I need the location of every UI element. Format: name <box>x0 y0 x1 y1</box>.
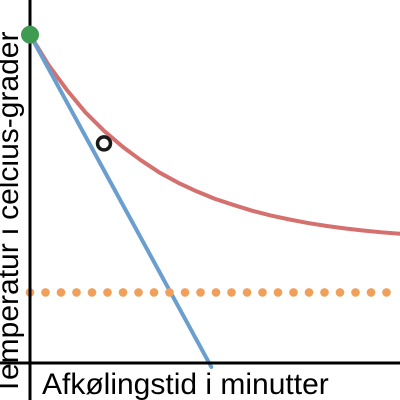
dotted-line-dot <box>211 288 221 297</box>
dotted-line-dot <box>320 288 329 297</box>
dotted-line-dot <box>103 288 112 297</box>
dotted-line-dot <box>242 288 252 297</box>
dotted-line-dot <box>118 288 128 297</box>
dotted-line-dot <box>258 288 267 297</box>
chart-points <box>21 25 113 152</box>
dotted-line-dot <box>72 288 81 297</box>
dotted-line-dot <box>180 288 190 297</box>
hollow-point <box>95 135 113 152</box>
dotted-line-dot <box>273 288 283 297</box>
dotted-line-dot <box>382 288 391 297</box>
dotted-line-dot <box>351 288 360 297</box>
dotted-line-dot <box>289 288 298 297</box>
dotted-line-dot <box>87 288 97 297</box>
x-axis-label: Afkølingstid i minutter <box>42 368 329 400</box>
dotted-line-dot <box>335 288 345 297</box>
tangent-line <box>28 32 214 369</box>
dotted-line-dot <box>304 288 314 297</box>
dotted-line-dot <box>149 288 159 297</box>
cooling-curve <box>28 32 400 236</box>
dotted-line-dot <box>366 288 376 297</box>
dotted-line-dot <box>196 288 205 297</box>
chart-marks <box>25 32 400 369</box>
dotted-line-dot <box>56 288 66 297</box>
start-point <box>21 25 39 44</box>
dotted-line-dot <box>41 288 50 297</box>
dotted-line-dot <box>134 288 143 297</box>
dotted-line-dot <box>165 288 174 297</box>
dotted-line-dot <box>227 288 236 297</box>
y-axis-label: Temperatur i celcius-grader <box>0 32 25 395</box>
